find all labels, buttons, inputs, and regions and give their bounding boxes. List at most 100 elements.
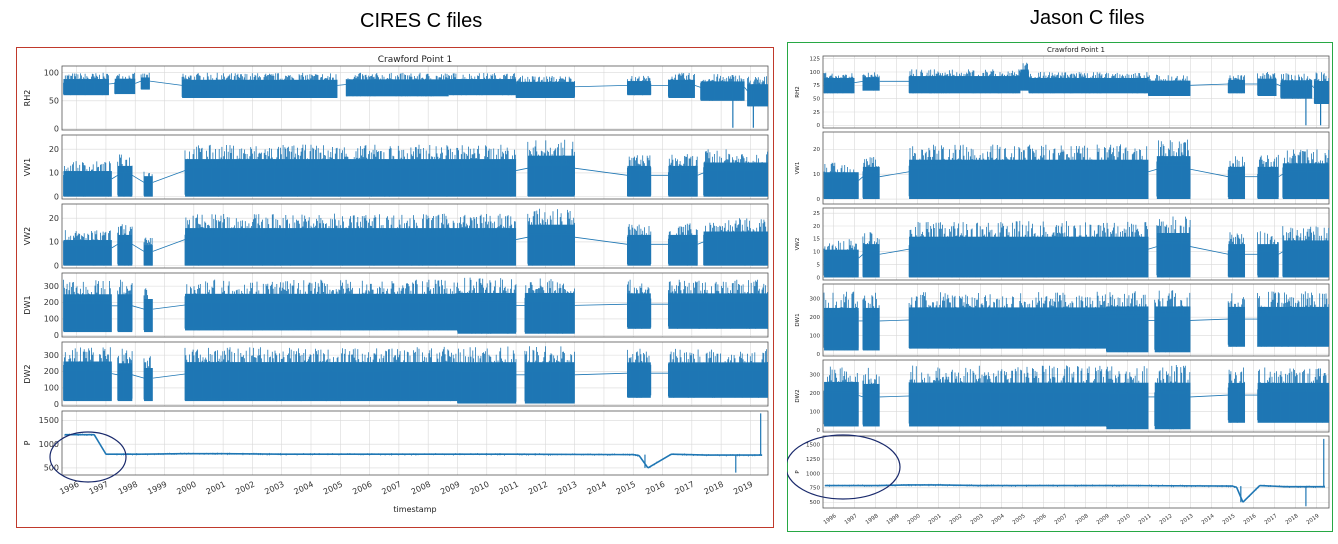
series-line <box>117 348 133 401</box>
series-line <box>1227 75 1245 94</box>
pressure-line <box>1259 484 1285 488</box>
x-tick-label: 2006 <box>1033 513 1048 526</box>
series-connector <box>132 305 145 310</box>
series-line <box>1257 231 1279 278</box>
series-connector <box>574 84 628 88</box>
series-line <box>823 162 859 199</box>
series-connector <box>697 172 704 176</box>
series-line <box>1156 139 1191 199</box>
x-tick-label: 2016 <box>644 480 666 497</box>
x-tick-label: 2008 <box>1075 513 1090 526</box>
y-axis-label: P <box>795 470 801 474</box>
series-connector <box>854 80 863 84</box>
series-line <box>63 161 112 197</box>
series-line <box>862 72 880 91</box>
y-tick-label: 10 <box>813 250 820 256</box>
series-line <box>1282 149 1330 199</box>
series-line <box>1227 293 1245 347</box>
chart-title: Crawford Point 1 <box>378 55 453 65</box>
series-connector <box>337 84 347 86</box>
x-tick-label: 1997 <box>844 513 859 526</box>
x-tick-label: 2005 <box>1012 513 1027 526</box>
jason-figure: Crawford Point 1 0 25 50 75 100 125 RH2 0 10 20 VW1… <box>787 42 1333 532</box>
x-tick-label: 1999 <box>886 513 901 526</box>
series-line <box>668 223 698 266</box>
series-line <box>908 365 1107 427</box>
y-tick-label: 20 <box>49 145 59 154</box>
series-connector <box>858 176 864 181</box>
annotation-ellipse <box>787 434 901 500</box>
x-tick-label: 2001 <box>205 480 227 497</box>
x-tick-label: 2015 <box>615 480 637 497</box>
pressure-line <box>1235 486 1244 503</box>
y-tick-label: 0 <box>54 261 59 270</box>
y-tick-label: 15 <box>813 237 820 243</box>
y-tick-label: 300 <box>44 351 59 360</box>
y-tick-label: 1000 <box>806 471 820 477</box>
x-tick-label: 2004 <box>991 513 1006 526</box>
series-line <box>862 232 880 278</box>
cires-figure: Crawford Point 1 0 50 100 RH2 0 10 20 VW1 0 10 20 VW… <box>16 47 774 528</box>
x-tick-label: 1998 <box>865 513 880 526</box>
y-axis-label: VW2 <box>23 227 32 245</box>
y-tick-label: 0 <box>817 197 821 203</box>
series-line <box>457 277 517 334</box>
cires-chart: Crawford Point 1 0 50 100 RH2 0 10 20 VW1 0 10 20 VW… <box>16 47 774 528</box>
series-line <box>527 208 575 266</box>
y-tick-label: 100 <box>810 70 821 76</box>
y-tick-label: 0 <box>817 428 821 434</box>
y-tick-label: 10 <box>49 169 59 178</box>
series-line <box>668 348 768 398</box>
y-tick-label: 0 <box>54 192 59 201</box>
panel-vw1: 0 10 20 VW1 <box>795 131 1330 205</box>
series-line <box>184 144 516 197</box>
series-line <box>823 72 855 94</box>
panel-p: 500 1000 1500 P <box>23 410 769 476</box>
y-tick-label: 200 <box>810 391 821 397</box>
series-connector <box>111 243 118 249</box>
x-tick-label: 2017 <box>1264 513 1279 526</box>
y-tick-label: 200 <box>44 367 59 376</box>
y-tick-label: 500 <box>44 464 59 473</box>
series-line <box>527 139 575 197</box>
series-connector <box>108 83 115 85</box>
series-line <box>1020 62 1029 91</box>
y-tick-label: 20 <box>813 224 820 230</box>
y-tick-label: 500 <box>810 500 821 506</box>
series-connector <box>697 241 704 245</box>
series-connector <box>132 243 145 252</box>
series-line <box>700 74 745 101</box>
y-axis-label: VW1 <box>795 162 801 175</box>
series-connector <box>1148 246 1157 250</box>
panel-frame <box>822 435 1330 509</box>
series-line <box>448 73 516 96</box>
series-line <box>823 239 859 278</box>
series-line <box>63 347 112 401</box>
y-tick-label: 0 <box>817 275 821 281</box>
x-tick-label: 1998 <box>117 480 139 497</box>
series-line <box>184 279 458 331</box>
series-connector <box>111 174 118 180</box>
series-line <box>862 157 880 199</box>
series-line <box>1257 72 1276 96</box>
series-connector <box>152 373 186 379</box>
series-connector <box>1311 85 1315 89</box>
y-tick-label: 200 <box>44 298 59 307</box>
series-connector <box>574 372 628 376</box>
y-tick-label: 10 <box>49 238 59 247</box>
series-connector <box>1190 394 1229 398</box>
y-tick-label: 100 <box>810 410 821 416</box>
series-line <box>908 220 1148 278</box>
x-tick-label: 2000 <box>175 480 197 497</box>
series-line <box>1099 72 1149 94</box>
y-axis-label: P <box>23 440 32 445</box>
x-tick-label: 2005 <box>322 480 344 497</box>
x-tick-label: 2011 <box>1138 513 1153 526</box>
x-tick-label: 2013 <box>1180 513 1195 526</box>
series-line <box>184 213 516 266</box>
series-line <box>1227 156 1245 199</box>
series-connector <box>744 87 748 92</box>
series-line <box>1106 366 1149 430</box>
x-tick-label: 2013 <box>556 480 578 497</box>
series-line <box>524 346 575 404</box>
